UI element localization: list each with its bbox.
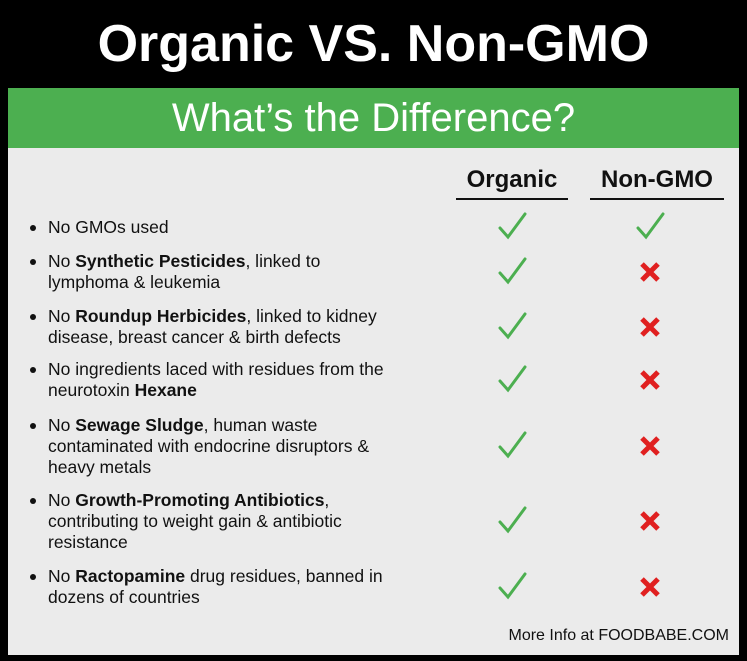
cross-icon xyxy=(640,370,660,390)
row: No ingredients laced with residues from … xyxy=(26,359,726,401)
column-header: Organic xyxy=(456,166,568,200)
row-text: No Roundup Herbicides, linked to kidney d… xyxy=(48,306,468,348)
text-line: No Synthetic Pesticides, linked to xyxy=(48,251,468,272)
text-segment: heavy metals xyxy=(48,456,152,477)
cross-icon xyxy=(640,577,660,597)
bullet xyxy=(30,497,36,504)
text-segment: resistance xyxy=(48,531,128,552)
bold-text: Synthetic Pesticides xyxy=(75,251,246,271)
text-segment: , human waste xyxy=(203,414,318,435)
bullet xyxy=(30,224,36,231)
row-text: No Sewage Sludge, human waste contaminate… xyxy=(48,415,468,478)
bullet xyxy=(30,259,36,265)
row: No Sewage Sludge, human waste contaminate… xyxy=(26,415,726,478)
text-segment: , linked to kidney xyxy=(246,306,377,326)
check-icon xyxy=(498,212,527,240)
text-segment: disease, breast cancer & birth defects xyxy=(48,327,341,347)
row: No GMOs used xyxy=(26,217,726,238)
check-icon xyxy=(636,212,665,240)
row: No Growth-Promoting Antibiotics, contribu… xyxy=(26,490,726,553)
text-line: No GMOs used xyxy=(48,217,468,238)
row-text: No Synthetic Pesticides, linked to lympho… xyxy=(48,251,468,293)
cross-icon xyxy=(640,511,660,531)
text-line: resistance xyxy=(48,532,468,553)
check-icon xyxy=(498,431,527,459)
text-line: neurotoxin Hexane xyxy=(48,380,468,401)
text-line: disease, breast cancer & birth defects xyxy=(48,327,468,348)
text-line: contributing to weight gain & antibiotic xyxy=(48,511,468,532)
text-line: No Growth-Promoting Antibiotics, xyxy=(48,490,468,511)
text-line: No ingredients laced with residues from … xyxy=(48,359,468,380)
check-icon xyxy=(498,312,527,340)
bullet xyxy=(30,367,36,373)
row: No Synthetic Pesticides, linked to lympho… xyxy=(26,251,726,293)
subtitle: What’s the Difference? xyxy=(171,96,576,140)
title: Organic VS. Non-GMO xyxy=(97,15,650,73)
row: No Roundup Herbicides, linked to kidney d… xyxy=(26,306,726,348)
column-header: Non-GMO xyxy=(590,166,724,200)
text-segment: , xyxy=(324,489,330,510)
bold-text: Growth-Promoting Antibiotics xyxy=(75,489,325,510)
subtitle-band: What’s the Difference? xyxy=(8,88,739,148)
text-segment: contaminated with endocrine disruptors & xyxy=(48,435,370,456)
text-segment: No xyxy=(48,251,76,271)
text-segment: drug residues, banned in xyxy=(185,566,383,586)
text-line: dozens of countries xyxy=(48,587,468,608)
bold-text: Ractopamine xyxy=(75,566,186,586)
cross-icon xyxy=(640,317,660,337)
text-segment: lymphoma & leukemia xyxy=(48,272,221,292)
text-line: contaminated with endocrine disruptors & xyxy=(48,436,468,457)
bullet xyxy=(30,422,36,429)
check-icon xyxy=(498,572,527,600)
text-line: lymphoma & leukemia xyxy=(48,272,468,293)
bullet xyxy=(30,574,36,580)
cross-icon xyxy=(640,262,660,282)
comparison-panel: Organic Non-GMO More Info at FOODBABE.CO… xyxy=(8,148,739,655)
footer: More Info at FOODBABE.COM xyxy=(508,627,730,644)
text-segment: neurotoxin xyxy=(48,380,135,400)
check-icon xyxy=(498,506,527,534)
text-line: No Ractopamine drug residues, banned in xyxy=(48,566,468,587)
bold-text: Roundup Herbicides xyxy=(75,306,247,326)
text-segment: No xyxy=(48,566,76,586)
cross-icon xyxy=(640,436,660,456)
bold-text: Sewage Sludge xyxy=(75,414,204,435)
text-line: heavy metals xyxy=(48,457,468,478)
check-icon xyxy=(498,365,527,393)
row: No Ractopamine drug residues, banned in d… xyxy=(26,566,726,608)
check-icon xyxy=(498,257,527,285)
text-segment: contributing to weight gain & antibiotic xyxy=(48,510,342,531)
text-segment: No GMOs used xyxy=(48,216,169,237)
row-text: No GMOs used xyxy=(48,217,468,238)
row-text: No ingredients laced with residues from … xyxy=(48,359,468,401)
text-segment: No xyxy=(48,306,76,326)
text-line: No Roundup Herbicides, linked to kidney xyxy=(48,306,468,327)
bullet xyxy=(30,314,36,320)
bold-text: Hexane xyxy=(134,380,197,400)
text-segment: , linked to xyxy=(245,251,321,271)
text-segment: No ingredients laced with residues from … xyxy=(48,359,384,379)
row-text: No Ractopamine drug residues, banned in d… xyxy=(48,566,468,608)
text-segment: dozens of countries xyxy=(48,587,200,607)
text-segment: No xyxy=(48,489,76,510)
text-line: No Sewage Sludge, human waste xyxy=(48,415,468,436)
text-segment: No xyxy=(48,414,76,435)
row-text: No Growth-Promoting Antibiotics, contribu… xyxy=(48,490,468,553)
